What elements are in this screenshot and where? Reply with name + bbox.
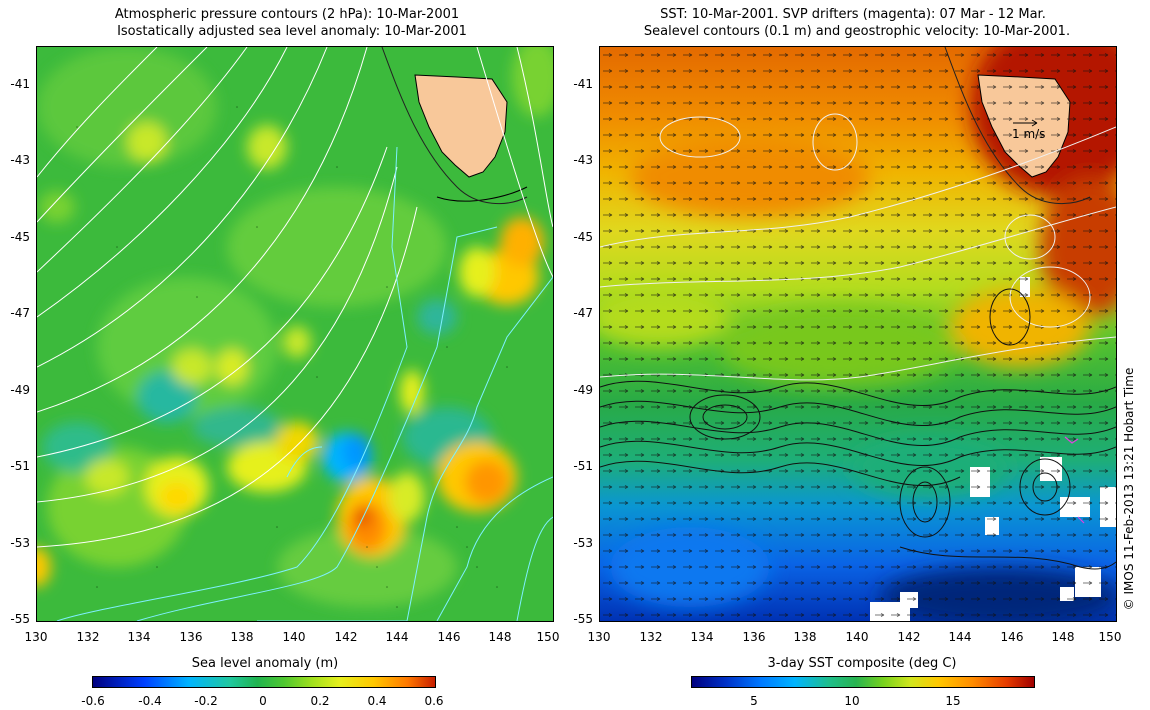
sla-map-canvas <box>37 47 553 621</box>
right-lon-tick-label: 150 <box>1098 630 1122 644</box>
right-lat-tick-label: -53 <box>573 536 593 550</box>
right-lon-tick-label: 148 <box>1051 630 1075 644</box>
left-title-line2: Isostatically adjusted sea level anomaly… <box>117 24 467 39</box>
left-lat-tick-label: -41 <box>10 77 30 91</box>
right-lon-tick-label: 130 <box>587 630 611 644</box>
right-lon-tick-label: 138 <box>793 630 817 644</box>
sst-map-canvas <box>600 47 1116 621</box>
sla-colorbar-tick-label: -0.4 <box>138 694 162 708</box>
right-lat-tick-label: -49 <box>573 383 593 397</box>
right-lon-tick-label: 140 <box>845 630 869 644</box>
sla-colorbar-tick-label: 0.4 <box>367 694 387 708</box>
left-lon-tick-label: 136 <box>179 630 203 644</box>
left-lat-tick-label: -55 <box>10 612 30 626</box>
left-lon-tick-label: 148 <box>488 630 512 644</box>
left-lon-tick-label: 134 <box>127 630 151 644</box>
sst-colorbar-tick-label: 15 <box>945 694 961 708</box>
left-lon-tick-label: 144 <box>385 630 409 644</box>
sla-colorbar-tick-label: 0.2 <box>310 694 330 708</box>
left-lon-tick-label: 140 <box>282 630 306 644</box>
credit-text: © IMOS 11-Feb-2013 13:21 Hobart Time <box>1122 367 1136 611</box>
right-lat-tick-label: -45 <box>573 230 593 244</box>
right-title-line1: SST: 10-Mar-2001. SVP drifters (magenta)… <box>660 7 1046 22</box>
left-lat-tick-label: -43 <box>10 153 30 167</box>
sst-colorbar-tick-label: 10 <box>844 694 860 708</box>
left-lon-tick-label: 150 <box>536 630 560 644</box>
left-lat-tick-label: -47 <box>10 306 30 320</box>
right-lat-tick-label: -41 <box>573 77 593 91</box>
sst-map: 1 m/s <box>599 46 1117 622</box>
right-lon-tick-label: 134 <box>690 630 714 644</box>
sla-colorbar-tick-label: 0 <box>259 694 267 708</box>
left-lat-tick-label: -53 <box>10 536 30 550</box>
sla-map <box>36 46 554 622</box>
right-title-line2: Sealevel contours (0.1 m) and geostrophi… <box>643 24 1071 39</box>
left-lon-tick-label: 146 <box>437 630 461 644</box>
sla-colorbar-tick-label: 0.6 <box>424 694 444 708</box>
right-lat-tick-label: -55 <box>573 612 593 626</box>
sst-colorbar-tick-label: 5 <box>750 694 758 708</box>
sst-colorbar <box>691 676 1035 688</box>
left-title-line1: Atmospheric pressure contours (2 hPa): 1… <box>114 7 460 22</box>
right-lat-tick-label: -43 <box>573 153 593 167</box>
left-colorbar-title: Sea level anomaly (m) <box>191 656 339 671</box>
right-lon-tick-label: 144 <box>948 630 972 644</box>
right-colorbar-title: 3-day SST composite (deg C) <box>767 656 957 671</box>
right-lat-tick-label: -51 <box>573 459 593 473</box>
left-lat-tick-label: -45 <box>10 230 30 244</box>
left-lon-tick-label: 138 <box>230 630 254 644</box>
left-lat-tick-label: -51 <box>10 459 30 473</box>
left-lon-tick-label: 132 <box>76 630 100 644</box>
left-lat-tick-label: -49 <box>10 383 30 397</box>
velocity-scale-label: 1 m/s <box>1012 127 1046 141</box>
velocity-scale-arrow-icon <box>1013 119 1038 127</box>
right-lon-tick-label: 136 <box>742 630 766 644</box>
sla-colorbar <box>92 676 436 688</box>
left-lon-tick-label: 130 <box>24 630 48 644</box>
right-lon-tick-label: 132 <box>639 630 663 644</box>
left-lon-tick-label: 142 <box>334 630 358 644</box>
sla-colorbar-tick-label: -0.6 <box>81 694 105 708</box>
right-lat-tick-label: -47 <box>573 306 593 320</box>
right-lon-tick-label: 142 <box>897 630 921 644</box>
sla-colorbar-tick-label: -0.2 <box>194 694 218 708</box>
right-lon-tick-label: 146 <box>1000 630 1024 644</box>
